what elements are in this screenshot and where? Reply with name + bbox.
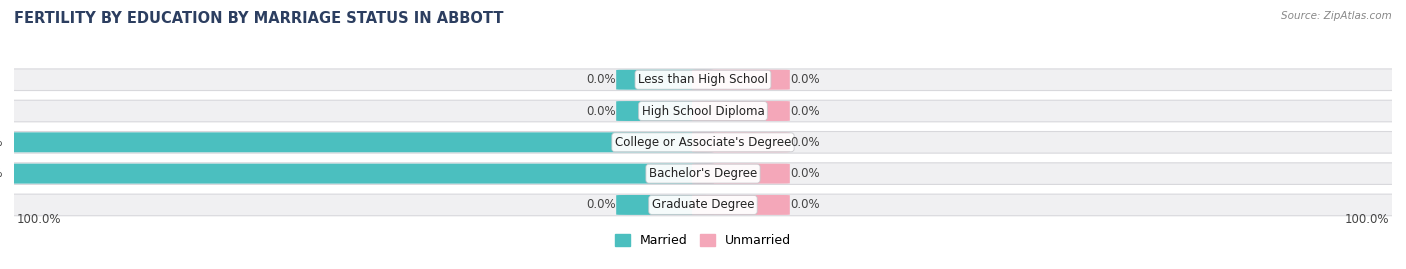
FancyBboxPatch shape <box>616 70 714 90</box>
FancyBboxPatch shape <box>10 194 1396 216</box>
FancyBboxPatch shape <box>692 164 790 183</box>
Text: Bachelor's Degree: Bachelor's Degree <box>650 167 756 180</box>
Text: Graduate Degree: Graduate Degree <box>652 199 754 211</box>
FancyBboxPatch shape <box>692 132 790 152</box>
FancyBboxPatch shape <box>3 132 714 152</box>
FancyBboxPatch shape <box>692 195 790 215</box>
Text: 0.0%: 0.0% <box>790 136 820 149</box>
Text: 100.0%: 100.0% <box>0 167 3 180</box>
FancyBboxPatch shape <box>10 163 1396 185</box>
Legend: Married, Unmarried: Married, Unmarried <box>610 229 796 252</box>
Text: 0.0%: 0.0% <box>586 73 616 86</box>
Text: 100.0%: 100.0% <box>17 214 62 226</box>
FancyBboxPatch shape <box>616 101 714 121</box>
Text: Source: ZipAtlas.com: Source: ZipAtlas.com <box>1281 11 1392 21</box>
Text: 100.0%: 100.0% <box>0 136 3 149</box>
FancyBboxPatch shape <box>10 100 1396 122</box>
FancyBboxPatch shape <box>10 132 1396 153</box>
FancyBboxPatch shape <box>616 195 714 215</box>
Text: 0.0%: 0.0% <box>790 73 820 86</box>
FancyBboxPatch shape <box>692 101 790 121</box>
Text: College or Associate's Degree: College or Associate's Degree <box>614 136 792 149</box>
FancyBboxPatch shape <box>3 164 714 183</box>
FancyBboxPatch shape <box>10 69 1396 91</box>
Text: 0.0%: 0.0% <box>586 105 616 118</box>
Text: 0.0%: 0.0% <box>790 105 820 118</box>
Text: FERTILITY BY EDUCATION BY MARRIAGE STATUS IN ABBOTT: FERTILITY BY EDUCATION BY MARRIAGE STATU… <box>14 11 503 26</box>
FancyBboxPatch shape <box>692 70 790 90</box>
Text: 0.0%: 0.0% <box>790 199 820 211</box>
Text: 0.0%: 0.0% <box>790 167 820 180</box>
Text: Less than High School: Less than High School <box>638 73 768 86</box>
Text: 100.0%: 100.0% <box>1344 214 1389 226</box>
Text: High School Diploma: High School Diploma <box>641 105 765 118</box>
Text: 0.0%: 0.0% <box>586 199 616 211</box>
